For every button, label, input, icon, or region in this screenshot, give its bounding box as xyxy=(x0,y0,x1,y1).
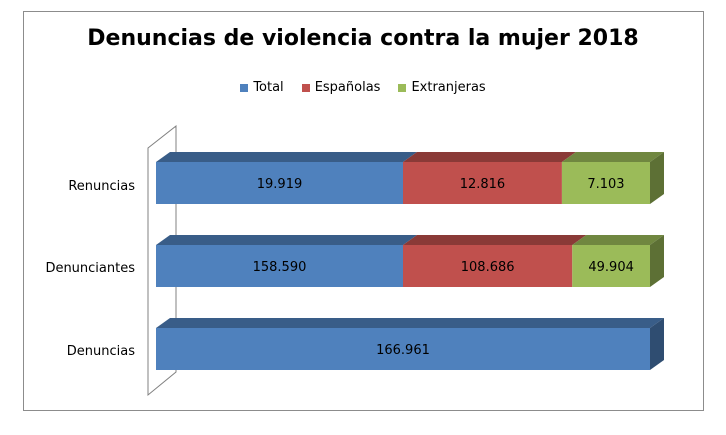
legend-label-espanolas: Españolas xyxy=(314,80,381,95)
legend-label-extranjeras: Extranjeras xyxy=(411,80,486,95)
bar-2-0 xyxy=(156,328,650,370)
data-label-2-0: 166.961 xyxy=(376,343,430,358)
bar-top-1-0 xyxy=(156,235,417,245)
bar-top-0-0 xyxy=(156,152,417,162)
chart-title: Denuncias de violencia contra la mujer 2… xyxy=(87,26,639,51)
category-label-1: Denunciantes xyxy=(45,261,135,276)
legend-item-total: Total xyxy=(240,80,284,95)
legend-swatch-total xyxy=(240,83,249,92)
legend-swatch-espanolas xyxy=(301,83,310,92)
bar-side-0 xyxy=(650,152,664,204)
data-label-1-2: 49.904 xyxy=(588,260,634,275)
legend-item-espanolas: Españolas xyxy=(301,80,381,95)
bar-1-2 xyxy=(572,245,650,287)
legend-item-extranjeras: Extranjeras xyxy=(398,80,486,95)
bar-side-1 xyxy=(650,235,664,287)
bar-side-2 xyxy=(650,318,664,370)
axis-wall xyxy=(147,124,177,397)
bar-top-2-0 xyxy=(156,318,664,328)
bar-1-1 xyxy=(403,245,573,287)
category-label-2: Denuncias xyxy=(67,344,135,359)
chart-legend: Total Españolas Extranjeras xyxy=(0,80,726,95)
legend-swatch-extranjeras xyxy=(398,83,407,92)
data-label-0-2: 7.103 xyxy=(587,177,624,192)
category-label-0: Renuncias xyxy=(68,179,135,194)
bar-top-1-1 xyxy=(403,235,587,245)
data-label-0-1: 12.816 xyxy=(460,177,506,192)
bar-1-0 xyxy=(156,245,403,287)
data-label-0-0: 19.919 xyxy=(257,177,303,192)
bar-top-0-1 xyxy=(403,152,576,162)
bar-top-1-2 xyxy=(572,235,664,245)
legend-label-total: Total xyxy=(253,80,284,95)
bar-top-0-2 xyxy=(561,152,664,162)
bar-0-1 xyxy=(403,162,562,204)
data-label-1-1: 108.686 xyxy=(461,260,515,275)
data-label-1-0: 158.590 xyxy=(253,260,307,275)
bar-0-2 xyxy=(561,162,650,204)
bar-0-0 xyxy=(156,162,403,204)
